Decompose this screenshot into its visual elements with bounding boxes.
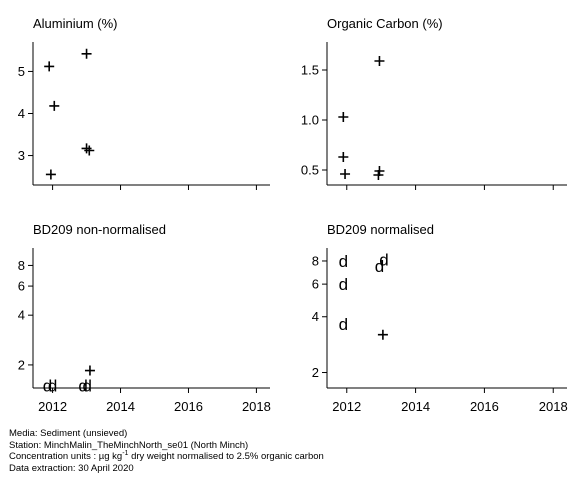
footer-extraction: Data extraction: 30 April 2020 bbox=[9, 462, 134, 474]
y-tick-label: 8 bbox=[18, 258, 25, 273]
plus-marker bbox=[84, 145, 95, 156]
y-tick-label: 6 bbox=[18, 279, 25, 294]
x-tick-label: 2014 bbox=[401, 399, 430, 414]
d-marker: d bbox=[339, 252, 348, 271]
plus-marker bbox=[338, 152, 349, 162]
plus-marker bbox=[374, 56, 385, 66]
plus-marker bbox=[45, 169, 56, 180]
y-tick-label: 5 bbox=[18, 64, 25, 79]
plus-marker bbox=[377, 329, 388, 340]
footer-units: Concentration units : µg kg-1 dry weight… bbox=[9, 449, 324, 463]
panel-title-organic-carbon: Organic Carbon (%) bbox=[327, 16, 443, 31]
plus-marker bbox=[338, 112, 349, 122]
chart-footer: Media: Sediment (unsieved) Station: Minc… bbox=[9, 428, 324, 474]
y-tick-label: 1.5 bbox=[301, 63, 319, 78]
plus-marker bbox=[84, 365, 95, 376]
plus-marker bbox=[373, 170, 384, 180]
x-tick-label: 2014 bbox=[106, 399, 135, 414]
panel-title-bd209-non-normalised: BD209 non-normalised bbox=[33, 222, 166, 237]
footer-units-prefix: Concentration units : µg kg bbox=[9, 451, 123, 462]
x-tick-label: 2018 bbox=[242, 399, 271, 414]
d-marker: d bbox=[375, 257, 384, 276]
y-tick-label: 6 bbox=[312, 277, 319, 292]
y-tick-label: 4 bbox=[18, 308, 25, 323]
chart-figure: Aluminium (%) 3 4 5 Organic Carbon (%) 0.5 1.0… bbox=[18, 16, 568, 414]
y-tick-label: 3 bbox=[18, 148, 25, 163]
d-marker: d bbox=[339, 315, 348, 334]
plus-marker bbox=[44, 61, 55, 72]
y-tick-label: 2 bbox=[18, 357, 25, 372]
footer-station: Station: MinchMalin_TheMinchNorth_se01 (… bbox=[9, 439, 249, 451]
y-tick-label: 1.0 bbox=[301, 113, 319, 128]
footer-media: Media: Sediment (unsieved) bbox=[9, 428, 128, 439]
footer-units-suffix: dry weight normalised to 2.5% organic ca… bbox=[128, 451, 324, 462]
x-tick-label: 2012 bbox=[332, 399, 361, 414]
y-tick-label: 2 bbox=[312, 365, 319, 380]
d-marker: d bbox=[379, 250, 388, 269]
y-tick-label: 4 bbox=[18, 106, 25, 121]
y-tick-label: 8 bbox=[312, 253, 319, 268]
d-marker: d bbox=[78, 377, 87, 396]
d-marker: d bbox=[83, 377, 92, 396]
y-tick-label: 0.5 bbox=[301, 163, 319, 178]
plus-marker bbox=[340, 169, 351, 179]
x-tick-label: 2018 bbox=[539, 399, 568, 414]
x-tick-label: 2016 bbox=[470, 399, 499, 414]
x-tick-label: 2012 bbox=[38, 399, 67, 414]
plus-marker bbox=[81, 48, 92, 59]
d-marker: d bbox=[48, 377, 57, 396]
panel-title-bd209-normalised: BD209 normalised bbox=[327, 222, 434, 237]
x-tick-label: 2016 bbox=[174, 399, 203, 414]
d-marker: d bbox=[339, 275, 348, 294]
plus-marker bbox=[49, 100, 60, 111]
y-tick-label: 4 bbox=[312, 309, 319, 324]
footer-units-exponent: -1 bbox=[122, 449, 129, 457]
panel-title-aluminium: Aluminium (%) bbox=[33, 16, 118, 31]
d-marker: d bbox=[43, 377, 52, 396]
